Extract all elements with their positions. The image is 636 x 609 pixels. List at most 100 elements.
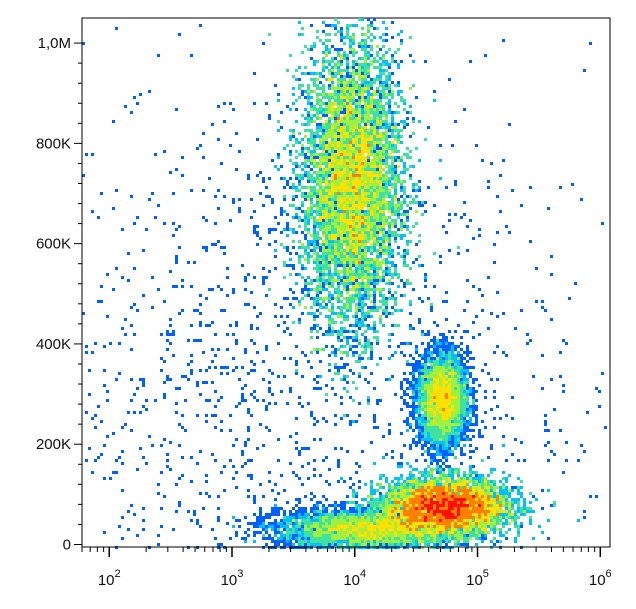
density-cell xyxy=(253,498,256,501)
density-cell xyxy=(430,474,433,477)
density-cell xyxy=(367,168,370,171)
density-cell xyxy=(331,333,334,336)
density-cell xyxy=(346,123,349,126)
density-cell xyxy=(340,201,343,204)
density-cell xyxy=(307,165,310,168)
density-cell xyxy=(367,264,370,267)
density-cell xyxy=(445,402,448,405)
density-cell xyxy=(295,141,298,144)
density-cell xyxy=(373,489,376,492)
density-cell xyxy=(388,255,391,258)
density-cell xyxy=(334,366,337,369)
density-cell xyxy=(418,405,421,408)
density-cell xyxy=(319,387,322,390)
density-cell xyxy=(322,114,325,117)
density-cell xyxy=(463,393,466,396)
density-cell xyxy=(151,276,154,279)
density-cell xyxy=(349,210,352,213)
density-cell xyxy=(346,159,349,162)
density-cell xyxy=(142,381,145,384)
density-cell xyxy=(493,483,496,486)
density-cell xyxy=(436,435,439,438)
density-cell xyxy=(328,219,331,222)
density-cell xyxy=(421,366,424,369)
density-cell xyxy=(307,102,310,105)
density-cell xyxy=(328,105,331,108)
density-cell xyxy=(373,237,376,240)
density-cell xyxy=(469,465,472,468)
density-cell xyxy=(403,249,406,252)
density-cell xyxy=(298,261,301,264)
density-cell xyxy=(430,444,433,447)
density-cell xyxy=(292,162,295,165)
density-cell xyxy=(391,198,394,201)
density-cell xyxy=(346,285,349,288)
density-cell xyxy=(343,501,346,504)
density-cell xyxy=(382,249,385,252)
density-cell xyxy=(481,501,484,504)
density-cell xyxy=(175,108,178,111)
density-cell xyxy=(409,471,412,474)
density-cell xyxy=(316,264,319,267)
density-cell xyxy=(517,489,520,492)
density-cell xyxy=(325,138,328,141)
density-cell xyxy=(340,147,343,150)
density-cell xyxy=(367,270,370,273)
density-cell xyxy=(346,24,349,27)
density-cell xyxy=(400,465,403,468)
density-cell xyxy=(403,420,406,423)
density-cell xyxy=(466,390,469,393)
density-cell xyxy=(313,192,316,195)
density-cell xyxy=(502,504,505,507)
density-cell xyxy=(358,291,361,294)
density-cell xyxy=(445,480,448,483)
density-cell xyxy=(544,420,547,423)
density-cell xyxy=(478,435,481,438)
density-cell xyxy=(382,81,385,84)
density-cell xyxy=(373,267,376,270)
density-cell xyxy=(445,390,448,393)
density-cell xyxy=(451,393,454,396)
density-cell xyxy=(433,399,436,402)
density-cell xyxy=(382,243,385,246)
density-cell xyxy=(439,450,442,453)
density-cell xyxy=(199,393,202,396)
density-cell xyxy=(373,129,376,132)
density-cell xyxy=(304,225,307,228)
density-cell xyxy=(304,234,307,237)
density-cell xyxy=(346,243,349,246)
density-cell xyxy=(409,411,412,414)
density-cell xyxy=(424,360,427,363)
density-cell xyxy=(331,198,334,201)
density-cell xyxy=(364,156,367,159)
density-cell xyxy=(316,174,319,177)
density-cell xyxy=(337,144,340,147)
density-cell xyxy=(337,210,340,213)
density-cell xyxy=(379,90,382,93)
density-cell xyxy=(337,81,340,84)
density-cell xyxy=(358,282,361,285)
density-cell xyxy=(385,282,388,285)
density-cell xyxy=(166,375,169,378)
density-cell xyxy=(253,396,256,399)
density-cell xyxy=(415,258,418,261)
density-cell xyxy=(451,381,454,384)
density-cell xyxy=(460,366,463,369)
density-cell xyxy=(262,399,265,402)
density-cell xyxy=(112,432,115,435)
density-cell xyxy=(265,294,268,297)
density-cell xyxy=(316,381,319,384)
density-cell xyxy=(331,207,334,210)
density-cell xyxy=(517,492,520,495)
density-cell xyxy=(367,189,370,192)
density-cell xyxy=(346,102,349,105)
density-cell xyxy=(337,465,340,468)
density-cell xyxy=(319,246,322,249)
density-cell xyxy=(178,312,181,315)
density-cell xyxy=(457,354,460,357)
density-cell xyxy=(379,294,382,297)
density-cell xyxy=(367,84,370,87)
density-cell xyxy=(325,204,328,207)
density-cell xyxy=(217,207,220,210)
density-cell xyxy=(367,381,370,384)
